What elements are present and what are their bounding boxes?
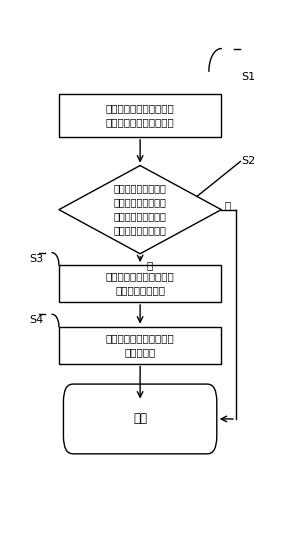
Text: S3: S3: [30, 254, 44, 264]
Text: 否: 否: [146, 260, 152, 270]
Text: S1: S1: [242, 72, 256, 82]
FancyBboxPatch shape: [63, 384, 217, 454]
Text: 胎儿监护仪参数配置
数据与已设置的服务
端参数配置数据进行
比较，判断是否相同: 胎儿监护仪参数配置 数据与已设置的服务 端参数配置数据进行 比较，判断是否相同: [114, 184, 166, 236]
Text: 结束: 结束: [133, 413, 147, 425]
Text: S2: S2: [242, 156, 256, 166]
Text: 服务端接收客户端发送的
胎儿监护仪参数配置数据: 服务端接收客户端发送的 胎儿监护仪参数配置数据: [106, 103, 175, 127]
Text: 客户端更新胎儿监护仪参
数配置数据: 客户端更新胎儿监护仪参 数配置数据: [106, 333, 175, 357]
FancyBboxPatch shape: [59, 94, 221, 137]
FancyBboxPatch shape: [59, 265, 221, 302]
Text: 是: 是: [225, 200, 231, 211]
Text: 服务端将服务端参数配置
数据传输至客户端: 服务端将服务端参数配置 数据传输至客户端: [106, 271, 175, 295]
Text: S4: S4: [30, 316, 44, 326]
FancyBboxPatch shape: [59, 327, 221, 364]
